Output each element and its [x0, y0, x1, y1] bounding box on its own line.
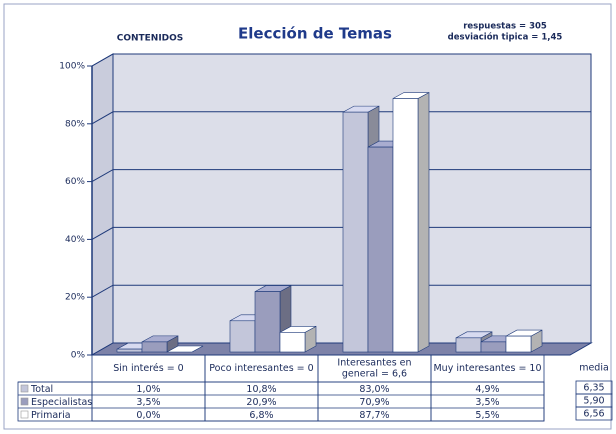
- y-tick-label: 60%: [65, 177, 85, 187]
- value-label: 83,0%: [359, 384, 389, 395]
- bar: [342, 111, 369, 353]
- chart-title: Elección de Temas: [238, 25, 392, 43]
- annotation: respuestas = 305: [463, 22, 547, 32]
- grid-line: [91, 169, 591, 183]
- y-tick-label: 20%: [65, 293, 85, 303]
- grid-line: [91, 226, 591, 240]
- media-value: 6,35: [583, 383, 604, 394]
- legend-label: Total: [30, 384, 53, 395]
- value-label: 87,7%: [359, 410, 389, 421]
- y-tick-label: 80%: [65, 119, 85, 129]
- bar-side: [417, 92, 430, 353]
- bar: [141, 341, 168, 353]
- chart-subtitle: CONTENIDOS: [117, 34, 184, 44]
- grid-line: [91, 284, 591, 298]
- x-tick-label: Interesantes en: [337, 358, 411, 369]
- legend-label: Especialistas: [31, 397, 92, 408]
- bar-top: [166, 345, 204, 353]
- value-label: 4,9%: [475, 384, 499, 395]
- bar: [229, 320, 256, 353]
- bar: [279, 332, 306, 353]
- value-label: 0,0%: [136, 410, 160, 421]
- y-tick-label: 100%: [59, 62, 85, 72]
- value-label: 6,8%: [249, 410, 273, 421]
- x-tick-label: Muy interesantes = 10: [433, 363, 541, 374]
- value-label: 3,5%: [475, 397, 499, 408]
- left-wall: [91, 53, 114, 356]
- value-label: 3,5%: [136, 397, 160, 408]
- x-tick-label: general = 6,6: [342, 369, 407, 380]
- annotation: desviación tipica = 1,45: [448, 32, 563, 43]
- grid-line: [91, 111, 591, 125]
- bar: [505, 335, 532, 353]
- media-value: 6,56: [583, 409, 604, 420]
- bar: [116, 348, 143, 353]
- value-label: 5,5%: [475, 410, 499, 421]
- media-cell: [575, 406, 613, 421]
- value-label: 20,9%: [246, 397, 276, 408]
- bar: [455, 337, 482, 353]
- bar: [367, 146, 394, 353]
- legend-swatch: [20, 384, 29, 393]
- legend-swatch: [20, 397, 29, 406]
- value-label: 1,0%: [136, 384, 160, 395]
- x-tick-label: Poco interesantes = 0: [209, 363, 313, 374]
- media-value: 5,90: [583, 396, 604, 407]
- media-header: media: [579, 363, 609, 374]
- table-border: [17, 381, 545, 422]
- y-tick-label: 0%: [71, 351, 86, 361]
- legend-swatch: [20, 410, 29, 419]
- y-tick-label: 40%: [65, 235, 85, 245]
- legend-label: Primaria: [31, 410, 71, 421]
- x-tick-label: Sin interés = 0: [113, 363, 183, 374]
- bar: [254, 291, 281, 353]
- grid-line: [91, 53, 591, 67]
- value-label: 10,8%: [246, 384, 276, 395]
- bar: [392, 98, 419, 353]
- value-label: 70,9%: [359, 397, 389, 408]
- bar: [480, 341, 507, 353]
